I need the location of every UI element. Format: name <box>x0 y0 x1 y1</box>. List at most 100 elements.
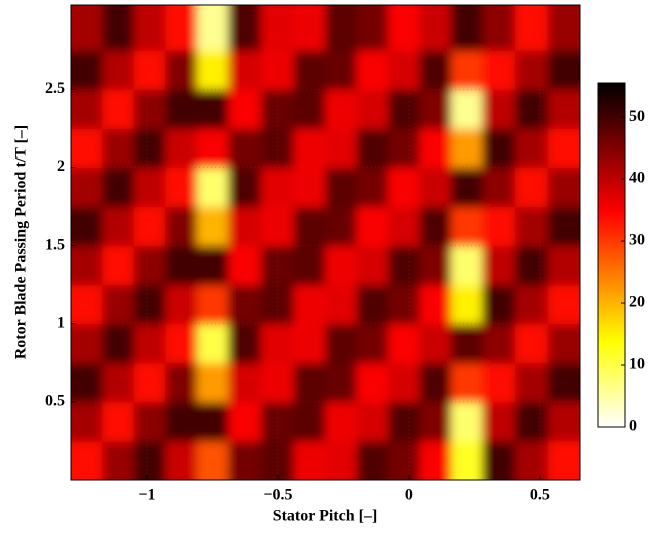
plot-frame <box>70 4 581 481</box>
x-tick-label: −1 <box>138 487 155 504</box>
cell <box>482 323 516 364</box>
cell <box>482 5 516 51</box>
y-tick-label: 1 <box>57 314 65 331</box>
cell <box>450 401 483 442</box>
cell <box>293 50 326 90</box>
cell <box>325 440 358 480</box>
cell <box>515 401 549 442</box>
cell <box>228 206 262 247</box>
cell <box>547 401 580 442</box>
cell <box>228 401 262 442</box>
x-tick-label: 0.5 <box>530 487 550 504</box>
cell <box>547 206 580 247</box>
cell <box>293 167 326 208</box>
cell <box>450 128 483 168</box>
cell <box>228 245 262 286</box>
cell <box>356 206 389 247</box>
cell <box>450 89 483 129</box>
cell <box>325 128 358 168</box>
cell <box>356 362 389 403</box>
cell <box>356 128 389 168</box>
cell <box>260 128 295 168</box>
cell <box>387 206 420 247</box>
cell <box>228 5 262 51</box>
cell <box>102 50 135 90</box>
cell <box>387 167 420 208</box>
y-tick-label: 1.5 <box>45 236 65 253</box>
cell <box>450 50 483 90</box>
cell <box>196 167 229 208</box>
cell <box>387 128 420 168</box>
cell <box>165 245 198 286</box>
cell <box>102 401 135 442</box>
cell <box>419 362 452 403</box>
cell <box>450 440 483 480</box>
cell <box>133 5 166 51</box>
cell <box>356 440 389 480</box>
cell <box>482 167 516 208</box>
cell <box>228 167 262 208</box>
colorbar-tick-label: 50 <box>629 108 645 125</box>
cell <box>325 401 358 442</box>
cell <box>482 401 516 442</box>
cell <box>356 323 389 364</box>
cell <box>71 50 103 90</box>
cell <box>165 206 198 247</box>
cell <box>515 284 549 325</box>
cell <box>419 323 452 364</box>
cell <box>482 284 516 325</box>
cell <box>387 5 420 51</box>
cell <box>387 323 420 364</box>
cell <box>325 245 358 286</box>
contour-field <box>71 5 580 480</box>
cell <box>165 401 198 442</box>
cell <box>71 128 103 168</box>
cell <box>356 245 389 286</box>
cell <box>260 362 295 403</box>
cell <box>165 323 198 364</box>
cell <box>419 206 452 247</box>
cell <box>133 167 166 208</box>
cell <box>260 245 295 286</box>
cell <box>260 284 295 325</box>
cell <box>547 440 580 480</box>
colorbar-tick-label: 0 <box>629 418 637 435</box>
cell <box>515 167 549 208</box>
cell <box>133 362 166 403</box>
cell <box>196 362 229 403</box>
cell <box>515 5 549 51</box>
cell <box>196 245 229 286</box>
colorbar-tick-label: 10 <box>629 356 645 373</box>
cell <box>387 401 420 442</box>
cell <box>419 440 452 480</box>
cell <box>165 50 198 90</box>
y-tick-label: 2 <box>57 158 65 175</box>
cell <box>515 206 549 247</box>
overlay: −1 −0.5 0 0.5 0.5 1 1.5 2 2.5 <box>45 5 580 504</box>
cell <box>450 206 483 247</box>
cell <box>71 206 103 247</box>
cell <box>419 284 452 325</box>
cell <box>482 362 516 403</box>
colorbar-tick-label: 20 <box>629 294 645 311</box>
cell <box>165 128 198 168</box>
cell <box>196 50 229 90</box>
cell <box>71 401 103 442</box>
cell <box>228 89 262 129</box>
cell <box>293 440 326 480</box>
x-axis-label: Stator Pitch [–] <box>273 508 378 525</box>
cell <box>450 284 483 325</box>
cell <box>165 89 198 129</box>
cell <box>387 362 420 403</box>
cell <box>482 89 516 129</box>
cell <box>293 284 326 325</box>
cell <box>547 245 580 286</box>
cell <box>356 401 389 442</box>
cell <box>260 323 295 364</box>
cell <box>293 128 326 168</box>
cell <box>356 284 389 325</box>
cell <box>547 128 580 168</box>
cell <box>102 440 135 480</box>
cell <box>228 128 262 168</box>
cell <box>133 440 166 480</box>
